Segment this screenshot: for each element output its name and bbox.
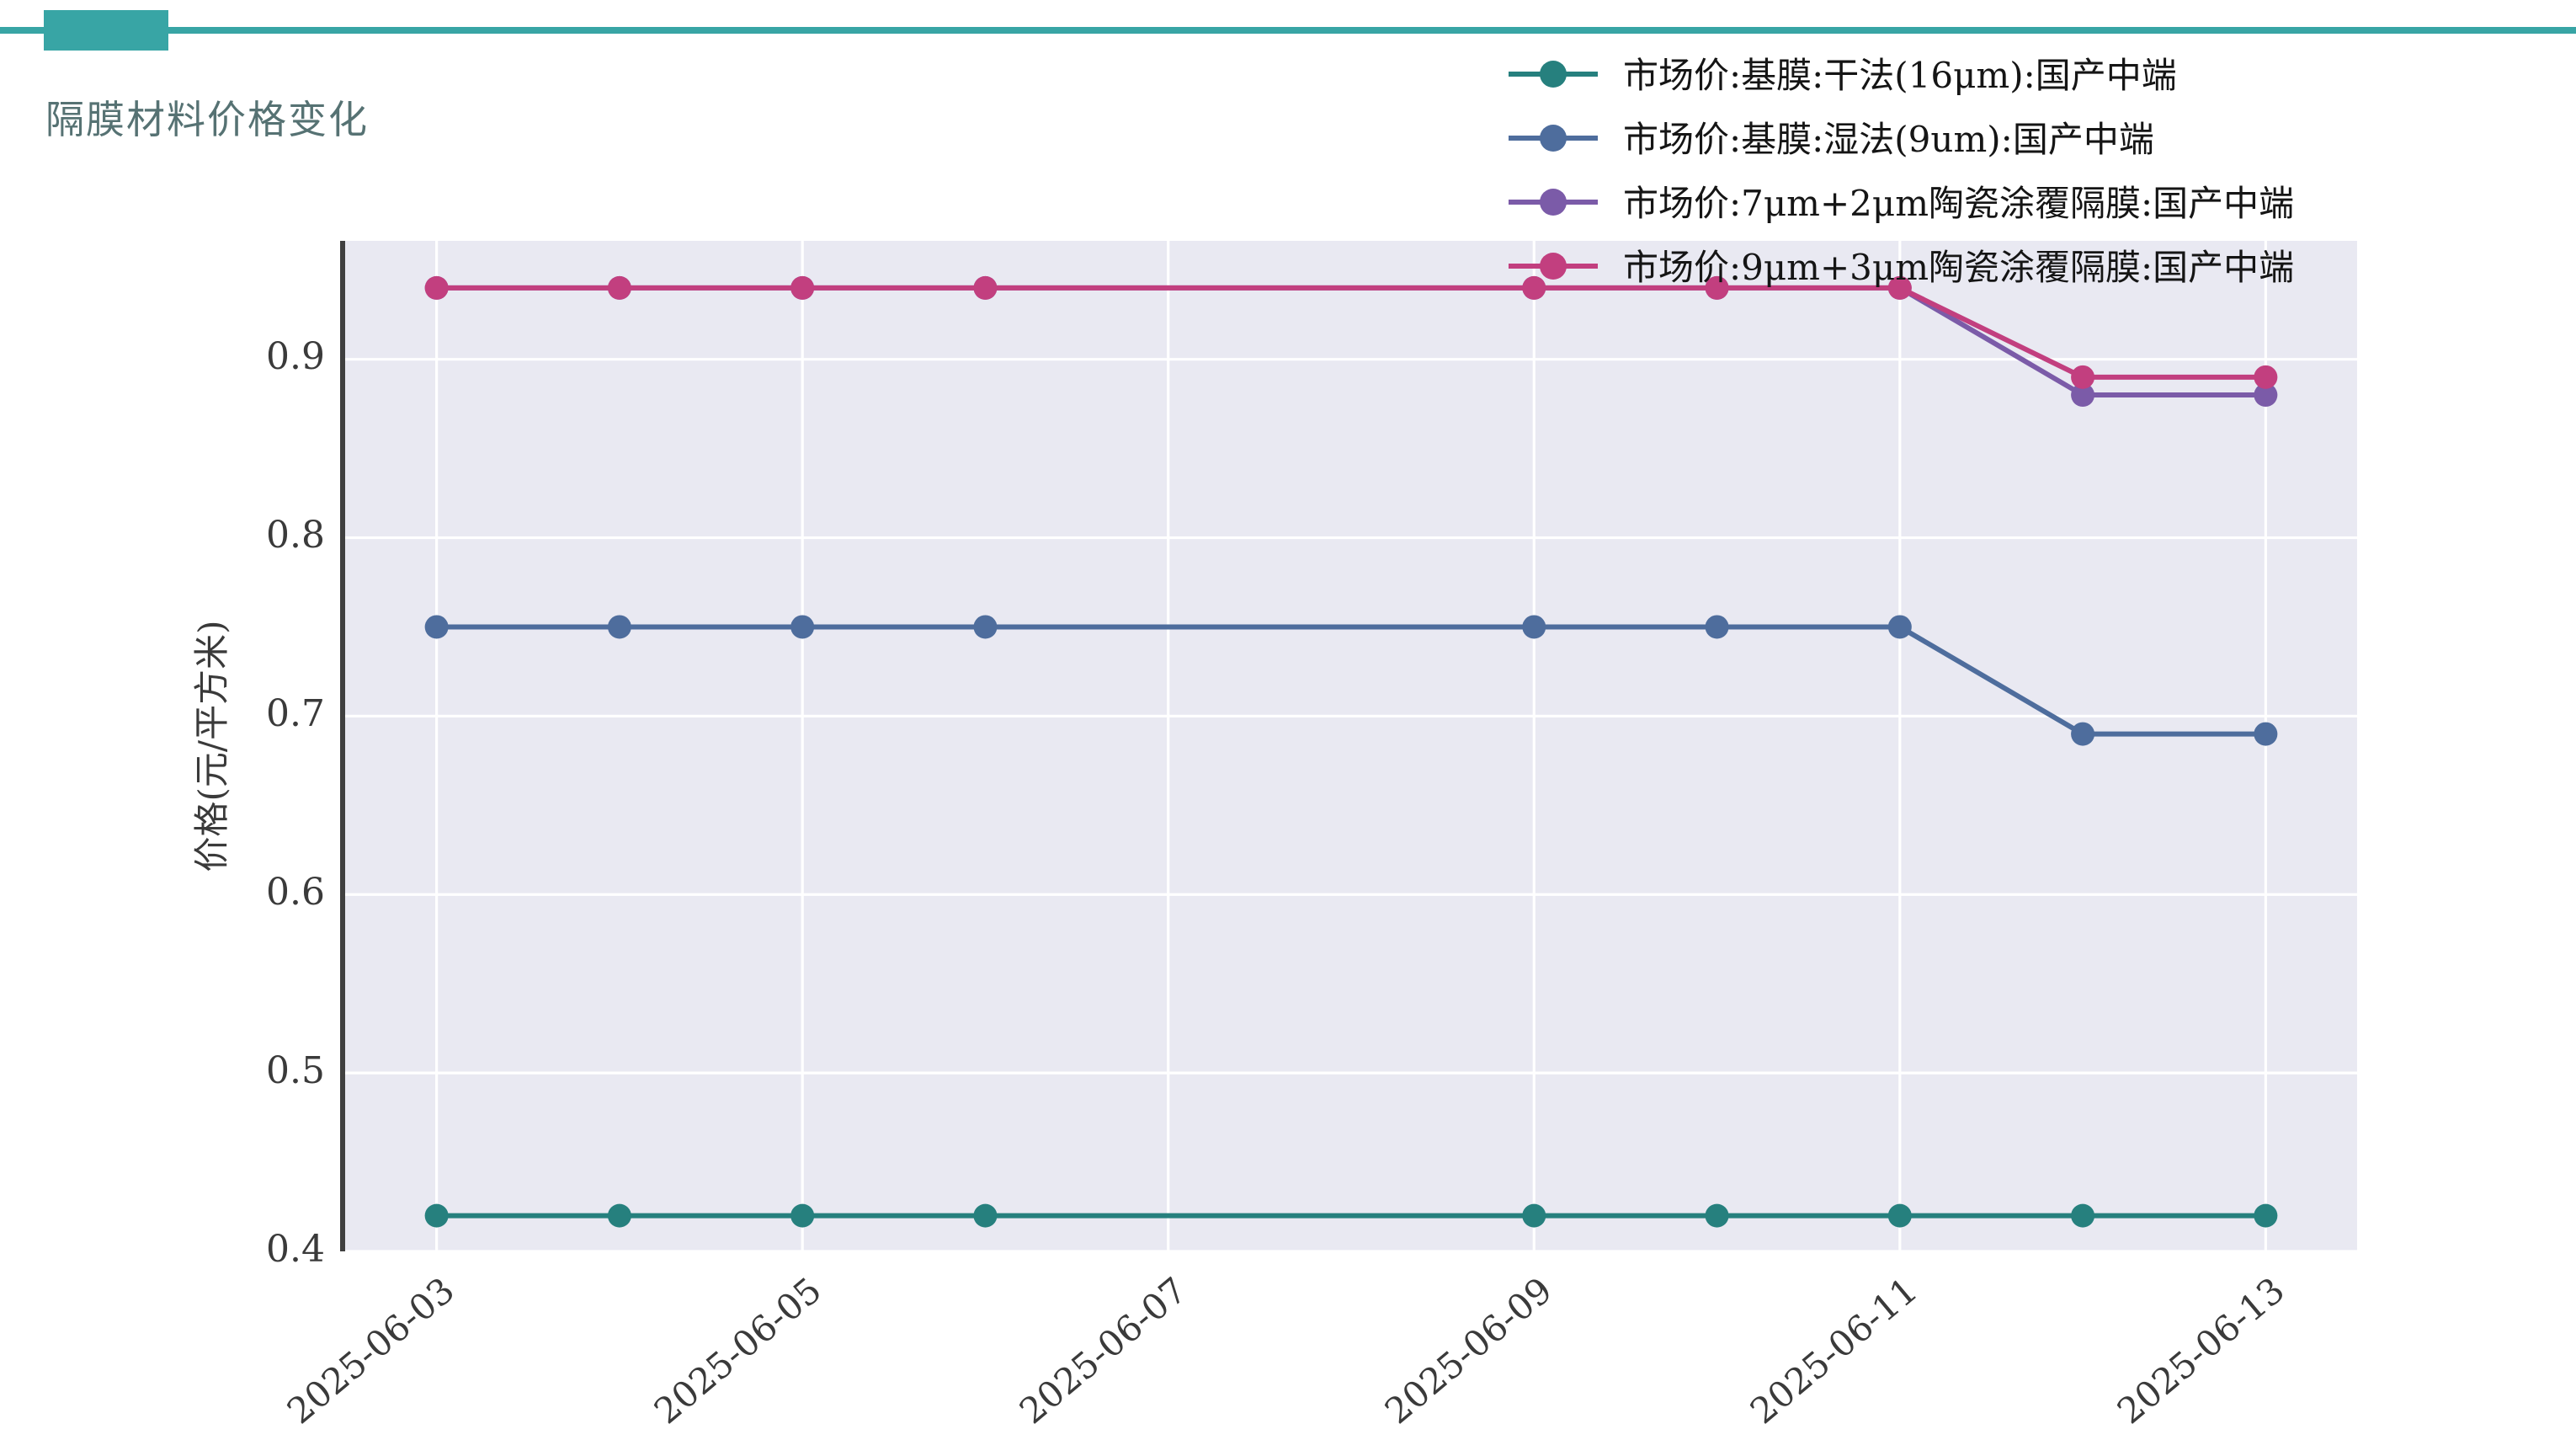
accent-bar bbox=[0, 27, 2576, 34]
x-tick-label: 2025-06-09 bbox=[1377, 1270, 1561, 1432]
x-tick-label: 2025-06-11 bbox=[1743, 1270, 1926, 1432]
legend-item: 市场价:基膜:干法(16μm):国产中端 bbox=[1507, 52, 2294, 95]
x-tick-label: 2025-06-05 bbox=[646, 1270, 829, 1432]
y-axis-label: 价格(元/平方米) bbox=[192, 620, 232, 872]
y-tick-label: 0.6 bbox=[266, 872, 325, 915]
line-marker-icon bbox=[1507, 117, 1599, 157]
line-marker-icon bbox=[1507, 245, 1599, 285]
plot-area bbox=[345, 241, 2357, 1251]
x-tick-label: 2025-06-07 bbox=[1012, 1270, 1195, 1432]
legend-label: 市场价:7μm+2μm陶瓷涂覆隔膜:国产中端 bbox=[1623, 183, 2295, 223]
legend-label: 市场价:基膜:湿法(9um):国产中端 bbox=[1623, 119, 2154, 159]
line-marker-icon bbox=[1507, 53, 1599, 93]
plot-svg bbox=[345, 241, 2357, 1251]
accent-block bbox=[44, 10, 168, 51]
chart-title: 隔膜材料价格变化 bbox=[45, 99, 369, 143]
legend-item: 市场价:7μm+2μm陶瓷涂覆隔膜:国产中端 bbox=[1507, 180, 2294, 223]
y-axis-spine bbox=[340, 241, 345, 1251]
y-tick-label: 0.9 bbox=[266, 337, 325, 380]
y-tick-label: 0.5 bbox=[266, 1051, 325, 1094]
legend-item: 市场价:基膜:湿法(9um):国产中端 bbox=[1507, 116, 2294, 159]
line-marker-icon bbox=[1507, 181, 1599, 221]
legend-item: 市场价:9μm+3μm陶瓷涂覆隔膜:国产中端 bbox=[1507, 244, 2294, 287]
y-tick-label: 0.7 bbox=[266, 694, 325, 737]
legend-label: 市场价:9μm+3μm陶瓷涂覆隔膜:国产中端 bbox=[1623, 247, 2295, 287]
legend: 市场价:基膜:干法(16μm):国产中端 市场价:基膜:湿法(9um):国产中端… bbox=[1507, 52, 2294, 287]
x-tick-label: 2025-06-13 bbox=[2109, 1270, 2292, 1432]
legend-label: 市场价:基膜:干法(16μm):国产中端 bbox=[1623, 55, 2177, 95]
y-tick-label: 0.8 bbox=[266, 515, 325, 558]
y-tick-label: 0.4 bbox=[266, 1229, 325, 1272]
x-tick-label: 2025-06-03 bbox=[280, 1270, 463, 1432]
